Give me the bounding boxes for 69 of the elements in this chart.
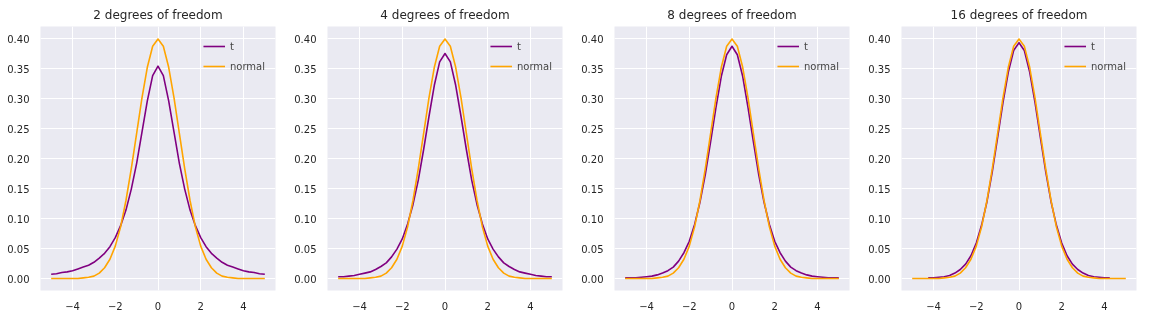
legend-label: normal [516, 59, 552, 73]
y-tick-label: 0.25 [294, 123, 317, 135]
y-tick-label: 0.35 [7, 63, 30, 75]
x-tick-label: 4 [814, 300, 821, 312]
legend-label: normal [1090, 59, 1126, 73]
y-tick-label: 0.35 [294, 63, 317, 75]
y-tick-label: 0.20 [7, 153, 30, 165]
y-tick-label: 0.05 [868, 243, 891, 255]
x-tick-label: 0 [441, 300, 449, 312]
legend-label: t [516, 39, 522, 53]
y-tick-label: 0.15 [581, 183, 604, 195]
x-tick-label: 0 [728, 300, 736, 312]
x-tick-label: 0 [154, 300, 162, 312]
y-tick-label: 0.25 [868, 123, 891, 135]
x-tick-label: −4 [352, 300, 367, 312]
y-tick-label: 0.00 [868, 273, 891, 285]
y-tick-label: 0.35 [581, 63, 604, 75]
line-series [911, 38, 1127, 280]
y-tick-label: 0.40 [294, 33, 317, 45]
y-tick-label: 0.00 [7, 273, 30, 285]
y-tick-label: 0.40 [868, 33, 891, 45]
legend-label: normal [803, 59, 839, 73]
y-tick-label: 0.30 [7, 93, 30, 105]
y-tick-label: 0.15 [294, 183, 317, 195]
x-tick-label: 2 [771, 300, 778, 312]
x-tick-label: −4 [926, 300, 941, 312]
x-tick-label: −2 [107, 300, 123, 312]
y-tick-label: 0.40 [7, 33, 30, 45]
x-tick-label: 2 [197, 300, 204, 312]
x-tick-label: −4 [639, 300, 654, 312]
y-tick-label: 0.10 [868, 213, 891, 225]
x-tick-label: 0 [1015, 300, 1023, 312]
x-tick-label: −2 [681, 300, 697, 312]
y-tick-label: 0.35 [868, 63, 891, 75]
y-tick-label: 0.20 [581, 153, 604, 165]
y-tick-label: 0.00 [581, 273, 604, 285]
y-tick-label: 0.15 [868, 183, 891, 195]
y-tick-label: 0.05 [581, 243, 604, 255]
y-tick-label: 0.10 [581, 213, 604, 225]
legend-label: t [803, 39, 809, 53]
y-tick-label: 0.20 [868, 153, 891, 165]
y-tick-label: 0.25 [581, 123, 604, 135]
x-tick-label: 4 [1101, 300, 1108, 312]
y-tick-label: 0.30 [294, 93, 317, 105]
y-tick-label: 0.10 [7, 213, 30, 225]
y-tick-label: 0.10 [294, 213, 317, 225]
chart-title: 8 degrees of freedom [667, 7, 797, 22]
y-tick-label: 0.15 [7, 183, 30, 195]
chart-title: 2 degrees of freedom [93, 7, 223, 22]
y-tick-label: 0.30 [868, 93, 891, 105]
chart-title: 16 degrees of freedom [950, 7, 1088, 22]
chart-title: 4 degrees of freedom [380, 7, 510, 22]
x-tick-label: 2 [1058, 300, 1065, 312]
x-tick-label: −2 [394, 300, 410, 312]
y-tick-label: 0.30 [581, 93, 604, 105]
x-tick-label: −2 [968, 300, 984, 312]
x-tick-label: 4 [240, 300, 247, 312]
y-tick-label: 0.00 [294, 273, 317, 285]
x-tick-label: 4 [527, 300, 534, 312]
legend-label: normal [229, 59, 265, 73]
y-tick-label: 0.25 [7, 123, 30, 135]
y-tick-label: 0.40 [581, 33, 604, 45]
y-tick-label: 0.05 [7, 243, 30, 255]
legend-label: t [1090, 39, 1096, 53]
y-tick-label: 0.05 [294, 243, 317, 255]
x-tick-label: −4 [65, 300, 80, 312]
x-tick-label: 2 [484, 300, 491, 312]
legend-label: t [229, 39, 235, 53]
y-tick-label: 0.20 [294, 153, 317, 165]
